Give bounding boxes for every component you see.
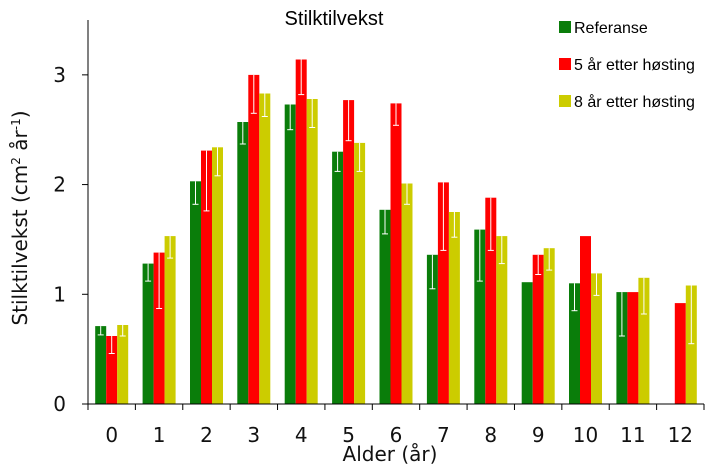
x-tick-label-1: 1	[153, 423, 166, 447]
bar-s0-c8	[474, 229, 486, 404]
bar-s2-c10	[591, 273, 602, 404]
bar-s1-c6	[390, 103, 402, 405]
x-tick-label-0: 0	[105, 423, 118, 447]
x-axis-label: Alder (år)	[343, 442, 438, 466]
x-tick-label-2: 2	[200, 423, 213, 447]
bar-s2-c2	[212, 147, 223, 405]
bar-s1-c2	[201, 150, 212, 404]
x-tick-label-9: 9	[532, 423, 545, 447]
y-tick-label-0: 0	[53, 392, 66, 416]
bar-s1-c1	[153, 252, 165, 404]
bar-s2-c8	[496, 236, 508, 404]
bar-s0-c9	[521, 282, 533, 404]
legend-label-1: 5 år etter høsting	[574, 56, 695, 74]
x-tick-label-10: 10	[573, 423, 598, 447]
x-tick-label-6: 6	[390, 423, 403, 447]
x-tick-label-5: 5	[342, 423, 355, 447]
bar-s1-c5	[343, 100, 355, 404]
bar-s1-c11	[627, 292, 639, 404]
bar-s0-c7	[426, 254, 438, 404]
bar-s2-c0	[117, 325, 129, 404]
x-tick-label-11: 11	[620, 423, 645, 447]
bar-s1-c3	[248, 74, 260, 405]
chart-title: Stilktilvekst	[285, 8, 384, 30]
bar-s0-c10	[569, 283, 580, 404]
y-axis-label-sup1: 2	[9, 157, 23, 165]
x-tick-label-7: 7	[437, 423, 450, 447]
bar-s1-c12	[674, 303, 686, 404]
bar-s1-c7	[437, 182, 449, 404]
bar-s0-c6	[379, 209, 391, 404]
legend-swatch-0	[559, 21, 571, 33]
bar-s1-c9	[532, 254, 544, 404]
bar-s0-c5	[332, 151, 344, 404]
bar-s2-c6	[401, 183, 413, 404]
bar-s1-c4	[295, 59, 307, 404]
bar-s2-c4	[306, 99, 318, 404]
bar-s0-c1	[142, 263, 154, 404]
bar-s2-c12	[685, 285, 697, 404]
y-axis-label: Stilktilvekst (cm2 år-1)	[8, 110, 32, 325]
y-tick-label-2: 2	[53, 173, 66, 197]
y-axis-label-end: )	[8, 110, 32, 118]
legend: Referanse 5 år etter høsting 8 år etter hø…	[559, 20, 695, 111]
bar-s2-c7	[448, 212, 460, 404]
bar-s0-c2	[190, 181, 201, 404]
bar-s0-c3	[237, 122, 249, 404]
bar-s0-c0	[95, 326, 107, 404]
y-tick-label-1: 1	[53, 282, 66, 306]
y-axis-label-sup2: -1	[9, 118, 23, 130]
bar-s2-c3	[259, 93, 271, 404]
bar-s2-c11	[638, 277, 650, 404]
bar-s1-c8	[485, 197, 497, 404]
x-tick-label-12: 12	[668, 423, 693, 447]
y-tick-label-3: 3	[53, 63, 66, 87]
legend-label-2: 8 år etter høsting	[574, 93, 695, 111]
y-axis-label-mid: år	[8, 129, 32, 157]
bar-s2-c5	[354, 142, 366, 404]
legend-swatch-2	[559, 95, 571, 107]
bar-s0-c11	[616, 292, 628, 404]
bar-s2-c1	[164, 236, 176, 404]
bars-layer	[95, 59, 697, 405]
bar-s0-c4	[284, 104, 296, 404]
bar-s1-c0	[106, 336, 118, 404]
x-tick-label-8: 8	[484, 423, 497, 447]
x-tick-label-3: 3	[247, 423, 260, 447]
y-axis-label-main: Stilktilvekst (cm	[8, 165, 32, 326]
bar-s2-c9	[543, 248, 555, 404]
x-tick-label-4: 4	[295, 423, 308, 447]
legend-swatch-1	[559, 58, 571, 70]
legend-label-0: Referanse	[574, 20, 648, 37]
bar-s1-c10	[580, 236, 591, 404]
